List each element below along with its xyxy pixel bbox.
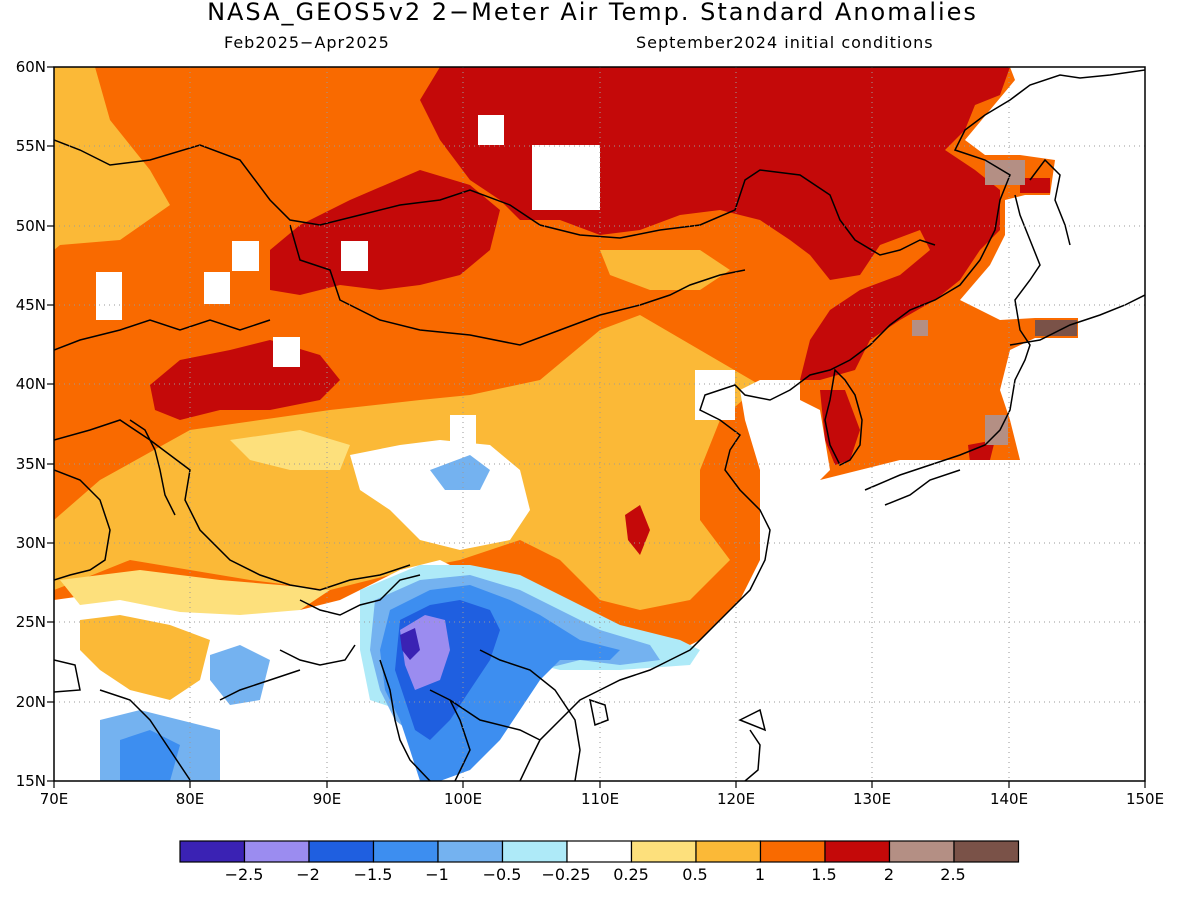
colorbar-swatch xyxy=(566,840,633,863)
lat-label-35n: 35N xyxy=(15,455,46,473)
lat-label-50n: 50N xyxy=(15,217,46,235)
gridlines xyxy=(54,67,1145,781)
anomaly-region-very-strong-warm-3 xyxy=(912,320,928,336)
anomaly-field xyxy=(54,67,1145,781)
lon-label-70e: 70E xyxy=(39,790,69,808)
colorbar xyxy=(179,840,1020,863)
colorbar-label: 0.25 xyxy=(613,865,649,884)
colorbar-label: −2 xyxy=(296,865,320,884)
lat-label-60n: 60N xyxy=(15,58,46,76)
lon-label-80e: 80E xyxy=(175,790,205,808)
lon-label-140e: 140E xyxy=(989,790,1029,808)
lon-label-90e: 90E xyxy=(312,790,342,808)
colorbar-label: −2.5 xyxy=(224,865,264,884)
colorbar-swatch xyxy=(824,840,891,863)
colorbar-swatch xyxy=(308,840,375,863)
anomaly-region-extreme-warm-1 xyxy=(1035,320,1077,336)
anomaly-region-cool-india-3 xyxy=(210,645,270,705)
anomaly-region-extreme-cool xyxy=(400,628,420,660)
colorbar-label: −1.5 xyxy=(353,865,393,884)
lon-label-100e: 100E xyxy=(443,790,483,808)
anomaly-region-very-strong-warm-1 xyxy=(985,415,1008,445)
lat-label-20n: 20N xyxy=(15,693,46,711)
colorbar-label: 2.5 xyxy=(940,865,966,884)
lat-label-15n: 15N xyxy=(15,772,46,790)
lat-label-55n: 55N xyxy=(15,137,46,155)
anomaly-region-strong-warm-japan xyxy=(968,440,995,462)
colorbar-swatch xyxy=(695,840,762,863)
anomaly-region-neutral-east xyxy=(960,67,1145,460)
colorbar-label: −0.5 xyxy=(482,865,522,884)
anomaly-region-india-warm xyxy=(80,615,210,700)
colorbar-label: 1 xyxy=(754,865,766,884)
colorbar-label: 2 xyxy=(883,865,895,884)
lat-label-25n: 25N xyxy=(15,613,46,631)
lon-label-150e: 150E xyxy=(1125,790,1165,808)
anomaly-region-slight-warm xyxy=(60,570,330,615)
lat-label-40n: 40N xyxy=(15,375,46,393)
colorbar-label: −1 xyxy=(425,865,449,884)
lat-label-30n: 30N xyxy=(15,534,46,552)
coastlines xyxy=(54,69,1145,781)
initial-conditions: September2024 initial conditions xyxy=(636,33,934,52)
colorbar-label: 0.5 xyxy=(682,865,708,884)
anomaly-region-strong-warm-spot xyxy=(625,505,650,555)
lon-label-130e: 130E xyxy=(852,790,892,808)
axis-ticks xyxy=(47,66,1146,788)
colorbar-swatch xyxy=(953,840,1020,863)
colorbar-swatch xyxy=(501,840,568,863)
forecast-period: Feb2025−Apr2025 xyxy=(224,33,390,52)
colorbar-label: 1.5 xyxy=(811,865,837,884)
anomaly-region-strong-warm-hokkaido xyxy=(1020,178,1050,193)
colorbar-swatch xyxy=(243,840,310,863)
lon-label-120e: 120E xyxy=(716,790,756,808)
colorbar-swatch xyxy=(630,840,697,863)
colorbar-swatch xyxy=(759,840,826,863)
colorbar-swatch xyxy=(437,840,504,863)
colorbar-swatch xyxy=(179,840,246,863)
anomaly-region-weak-warm-west xyxy=(54,67,170,250)
anomaly-region-strong-warm-mongolia xyxy=(270,170,500,295)
anomaly-region-weak-warm-north xyxy=(600,250,730,290)
anomaly-region-slight-warm-2 xyxy=(230,430,350,470)
lon-label-110e: 110E xyxy=(580,790,620,808)
colorbar-swatch xyxy=(888,840,955,863)
lat-label-45n: 45N xyxy=(15,296,46,314)
anomaly-region-neutral-south xyxy=(54,380,1145,781)
map-title: NASA_GEOS5v2 2−Meter Air Temp. Standard … xyxy=(207,0,978,26)
colorbar-label: −0.25 xyxy=(541,865,591,884)
colorbar-swatch xyxy=(372,840,439,863)
